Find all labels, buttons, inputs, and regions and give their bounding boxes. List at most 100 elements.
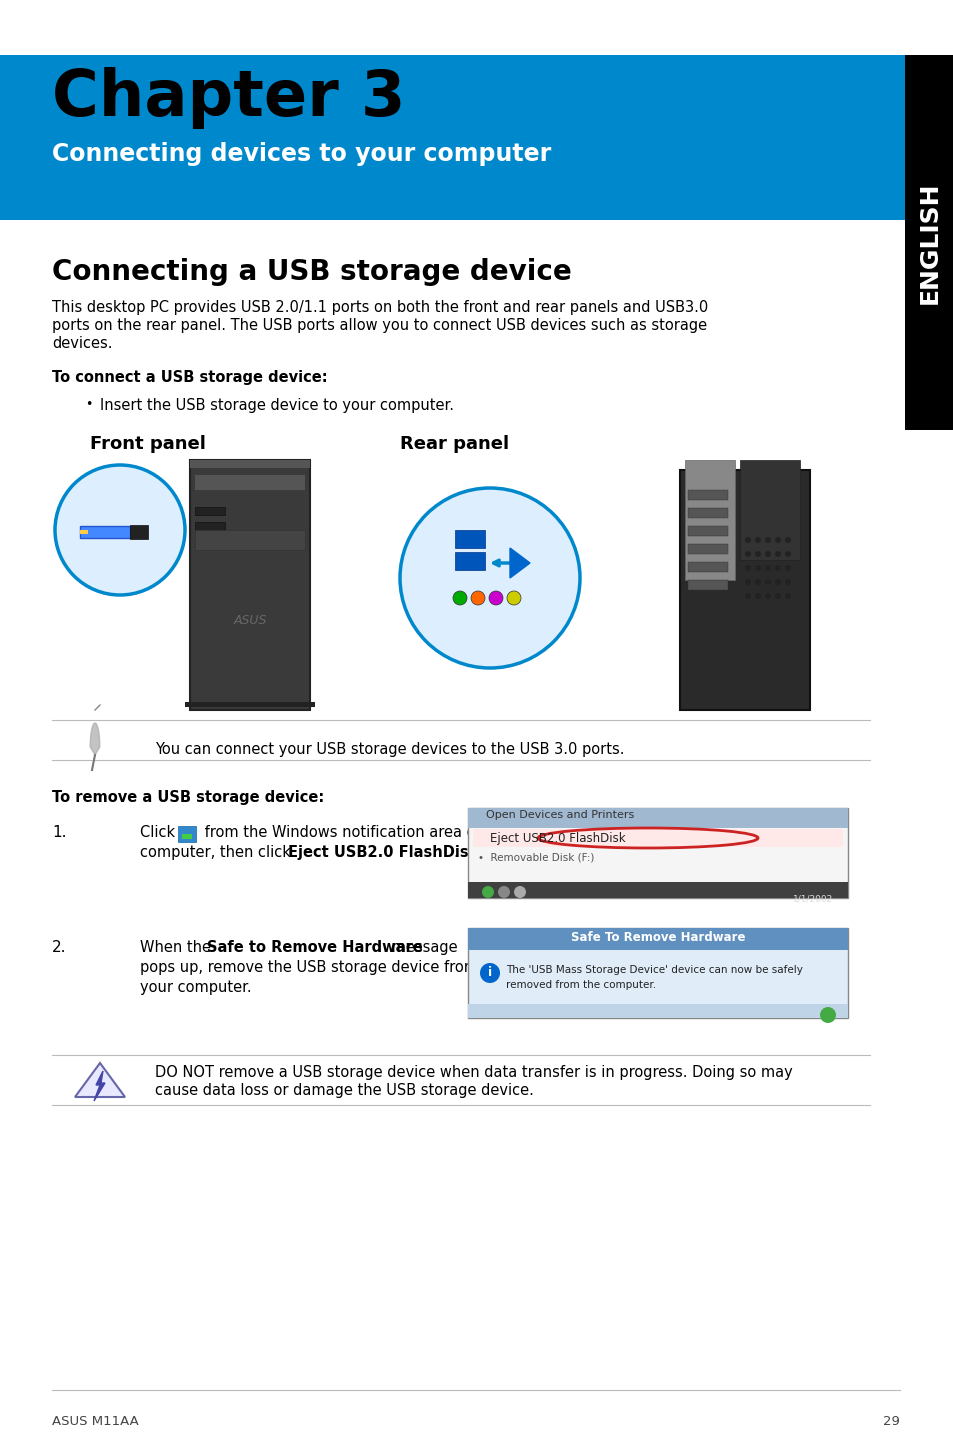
Text: •  Removable Disk (F:): • Removable Disk (F:): [477, 853, 594, 863]
Bar: [468, 808, 847, 828]
Polygon shape: [510, 548, 530, 578]
Text: The 'USB Mass Storage Device' device can now be safely: The 'USB Mass Storage Device' device can…: [505, 965, 802, 975]
Bar: [80, 526, 130, 538]
Bar: [687, 580, 727, 590]
Circle shape: [489, 591, 502, 605]
Text: .: .: [453, 846, 457, 860]
Bar: [473, 828, 842, 847]
Bar: [80, 531, 88, 533]
Circle shape: [774, 592, 781, 600]
Circle shape: [774, 565, 781, 571]
Text: To connect a USB storage device:: To connect a USB storage device:: [52, 370, 327, 385]
Circle shape: [744, 592, 750, 600]
Text: Chapter 3: Chapter 3: [52, 68, 405, 129]
Circle shape: [744, 551, 750, 557]
Text: DO NOT remove a USB storage device when data transfer is in progress. Doing so m: DO NOT remove a USB storage device when …: [154, 1066, 792, 1080]
Circle shape: [754, 565, 760, 571]
Text: When the: When the: [140, 940, 215, 955]
Text: Connecting devices to your computer: Connecting devices to your computer: [52, 142, 551, 165]
Circle shape: [784, 551, 790, 557]
Text: pops up, remove the USB storage device from: pops up, remove the USB storage device f…: [140, 961, 477, 975]
Circle shape: [764, 592, 770, 600]
Circle shape: [497, 886, 510, 897]
Circle shape: [764, 580, 770, 585]
Text: i: i: [487, 966, 492, 979]
Bar: [178, 825, 195, 843]
Circle shape: [774, 536, 781, 544]
Text: ASUS: ASUS: [233, 614, 267, 627]
Text: ASUS M11AA: ASUS M11AA: [52, 1415, 138, 1428]
Bar: [740, 460, 800, 559]
Text: Open Devices and Printers: Open Devices and Printers: [485, 810, 634, 820]
Circle shape: [744, 580, 750, 585]
Polygon shape: [91, 723, 100, 755]
Bar: [194, 531, 305, 549]
Bar: [190, 460, 310, 467]
Polygon shape: [94, 1071, 105, 1102]
Circle shape: [784, 536, 790, 544]
Text: message: message: [387, 940, 457, 955]
Text: devices.: devices.: [52, 336, 112, 351]
Circle shape: [471, 591, 484, 605]
Text: Safe To Remove Hardware: Safe To Remove Hardware: [570, 930, 744, 943]
Circle shape: [55, 464, 185, 595]
Text: 1/1/2002: 1/1/2002: [792, 894, 832, 903]
Circle shape: [514, 886, 525, 897]
Bar: [194, 508, 225, 515]
Circle shape: [774, 580, 781, 585]
Circle shape: [754, 536, 760, 544]
Circle shape: [784, 592, 790, 600]
Bar: [687, 562, 727, 572]
Text: Eject USB2.0 FlashDisk: Eject USB2.0 FlashDisk: [288, 846, 477, 860]
Bar: [194, 522, 225, 531]
Circle shape: [744, 565, 750, 571]
Bar: [455, 552, 484, 569]
Bar: [194, 475, 305, 490]
Bar: [468, 808, 847, 897]
Text: Safe to Remove Hardware: Safe to Remove Hardware: [207, 940, 422, 955]
Bar: [190, 460, 310, 710]
Circle shape: [764, 565, 770, 571]
Text: cause data loss or damage the USB storage device.: cause data loss or damage the USB storag…: [154, 1083, 534, 1099]
Circle shape: [744, 536, 750, 544]
Circle shape: [784, 580, 790, 585]
Text: Connecting a USB storage device: Connecting a USB storage device: [52, 257, 571, 286]
Circle shape: [820, 1007, 835, 1022]
Bar: [684, 460, 734, 580]
Bar: [182, 834, 192, 838]
Text: 1.: 1.: [52, 825, 67, 840]
Bar: [904, 55, 953, 430]
Text: ENGLISH: ENGLISH: [917, 181, 941, 303]
Circle shape: [764, 551, 770, 557]
Circle shape: [481, 886, 494, 897]
Bar: [687, 526, 727, 536]
Bar: [687, 544, 727, 554]
Bar: [687, 490, 727, 500]
Bar: [468, 1004, 847, 1018]
Text: Rear panel: Rear panel: [399, 436, 509, 453]
Bar: [130, 525, 148, 539]
Text: computer, then click: computer, then click: [140, 846, 295, 860]
Circle shape: [479, 963, 499, 984]
Bar: [185, 702, 314, 707]
Text: Insert the USB storage device to your computer.: Insert the USB storage device to your co…: [100, 398, 454, 413]
Text: ports on the rear panel. The USB ports allow you to connect USB devices such as : ports on the rear panel. The USB ports a…: [52, 318, 706, 334]
Bar: [468, 928, 847, 951]
Text: •: •: [85, 398, 92, 411]
Circle shape: [784, 565, 790, 571]
Text: 2.: 2.: [52, 940, 67, 955]
Circle shape: [774, 551, 781, 557]
Text: your computer.: your computer.: [140, 981, 252, 995]
Circle shape: [506, 591, 520, 605]
Circle shape: [754, 551, 760, 557]
Text: Click: Click: [140, 825, 179, 840]
Circle shape: [754, 592, 760, 600]
Text: removed from the computer.: removed from the computer.: [505, 981, 656, 989]
Bar: [468, 928, 847, 1018]
Bar: [0, 55, 953, 220]
Bar: [679, 470, 809, 710]
Circle shape: [764, 536, 770, 544]
Bar: [455, 531, 484, 548]
Circle shape: [754, 580, 760, 585]
Bar: [468, 881, 847, 897]
